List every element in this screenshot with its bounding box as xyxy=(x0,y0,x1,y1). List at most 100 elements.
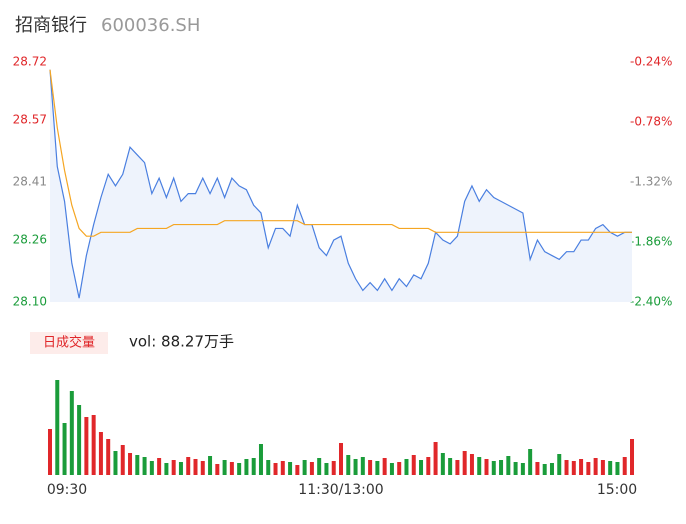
volume-bar xyxy=(55,380,60,475)
average-line xyxy=(49,69,632,237)
volume-bar xyxy=(309,462,314,475)
volume-bar xyxy=(557,454,562,475)
volume-bar xyxy=(397,462,402,475)
volume-bar xyxy=(440,453,445,475)
volume-bar xyxy=(91,415,96,475)
volume-bar xyxy=(135,455,140,475)
volume-bar xyxy=(462,451,467,475)
volume-bar xyxy=(622,457,627,475)
volume-bar xyxy=(484,459,489,475)
volume-bar xyxy=(382,458,387,475)
volume-bar xyxy=(157,458,162,475)
volume-bar xyxy=(251,458,256,475)
volume-bar xyxy=(571,461,576,475)
volume-bar xyxy=(273,463,278,475)
volume-bar xyxy=(404,459,409,475)
volume-bar xyxy=(106,439,111,475)
volume-bar xyxy=(164,463,169,475)
volume-bar xyxy=(513,462,518,475)
volume-bar xyxy=(331,461,336,475)
volume-bar xyxy=(244,459,249,475)
y-tick-label: 28.26 xyxy=(13,233,47,247)
stock-name: 招商银行 xyxy=(15,15,87,36)
volume-bar xyxy=(535,462,540,475)
volume-bar xyxy=(215,464,220,475)
volume-bar xyxy=(586,462,591,475)
volume-bar xyxy=(302,460,307,475)
volume-bar xyxy=(593,458,598,475)
volume-bar xyxy=(280,461,285,475)
volume-bar xyxy=(579,459,584,475)
y2-tick-label: -1.86% xyxy=(630,235,672,249)
y2-tick-label: -1.32% xyxy=(630,175,672,189)
volume-bar xyxy=(193,459,198,475)
volume-bar xyxy=(200,461,205,475)
y-tick-label: 28.72 xyxy=(13,55,47,69)
volume-bar xyxy=(237,463,242,475)
volume-badge xyxy=(30,332,108,354)
volume-bar xyxy=(477,457,482,475)
volume-bar xyxy=(171,460,176,475)
volume-bar xyxy=(368,460,373,475)
volume-bar xyxy=(128,453,133,475)
volume-bar xyxy=(549,463,554,475)
volume-bar xyxy=(448,458,453,475)
volume-bar xyxy=(564,460,569,475)
volume-bar xyxy=(491,461,496,475)
volume-bar xyxy=(258,444,263,475)
volume-bar xyxy=(630,439,634,475)
volume-bar xyxy=(120,445,125,475)
y2-tick-label: -2.40% xyxy=(630,295,672,309)
volume-bar xyxy=(266,460,271,475)
volume-bar xyxy=(222,460,227,475)
stock-code: 600036.SH xyxy=(101,15,200,36)
volume-bar xyxy=(149,461,154,475)
volume-bar xyxy=(499,460,504,475)
volume-bar xyxy=(178,462,183,475)
volume-bar xyxy=(98,432,103,475)
volume-bar xyxy=(542,464,547,475)
volume-bar xyxy=(615,462,620,475)
volume-bar xyxy=(317,458,322,475)
volume-bar xyxy=(419,460,424,475)
volume-bar xyxy=(375,461,380,475)
volume-bar xyxy=(360,457,365,475)
x-tick-label: 09:30 xyxy=(47,482,87,498)
y-tick-label: 28.10 xyxy=(13,295,47,309)
volume-bar xyxy=(62,423,67,475)
price-line xyxy=(49,69,632,299)
volume-bar xyxy=(295,465,300,475)
volume-bar xyxy=(186,457,191,475)
volume-bar xyxy=(433,442,438,475)
volume-bar xyxy=(229,462,234,475)
volume-bar xyxy=(608,461,613,475)
volume-bar xyxy=(142,457,147,475)
volume-bar xyxy=(506,456,511,475)
y-tick-label: 28.57 xyxy=(13,113,47,127)
volume-bar xyxy=(84,417,89,475)
volume-bar xyxy=(389,463,394,475)
volume-bar xyxy=(469,454,474,475)
volume-bar xyxy=(353,459,358,475)
volume-bar xyxy=(520,463,525,475)
volume-text: vol: 88.27万手 xyxy=(129,333,234,351)
x-tick-label: 11:30/13:00 xyxy=(298,482,383,498)
volume-bar xyxy=(208,456,213,475)
volume-bar xyxy=(339,443,343,475)
volume-bar xyxy=(411,455,416,475)
y-tick-label: 28.41 xyxy=(13,175,47,189)
volume-bar xyxy=(528,449,533,475)
y2-tick-label: -0.78% xyxy=(630,115,672,129)
volume-bar xyxy=(426,457,431,475)
volume-bar xyxy=(113,451,118,475)
volume-title: 日成交量 xyxy=(43,335,95,351)
volume-bar xyxy=(455,460,460,475)
y2-tick-label: -0.24% xyxy=(630,55,672,69)
x-tick-label: 15:00 xyxy=(597,482,637,498)
volume-bar xyxy=(69,391,74,475)
volume-bar xyxy=(324,463,329,475)
price-area xyxy=(50,69,632,302)
volume-bar xyxy=(288,462,293,475)
volume-bar xyxy=(77,405,82,475)
